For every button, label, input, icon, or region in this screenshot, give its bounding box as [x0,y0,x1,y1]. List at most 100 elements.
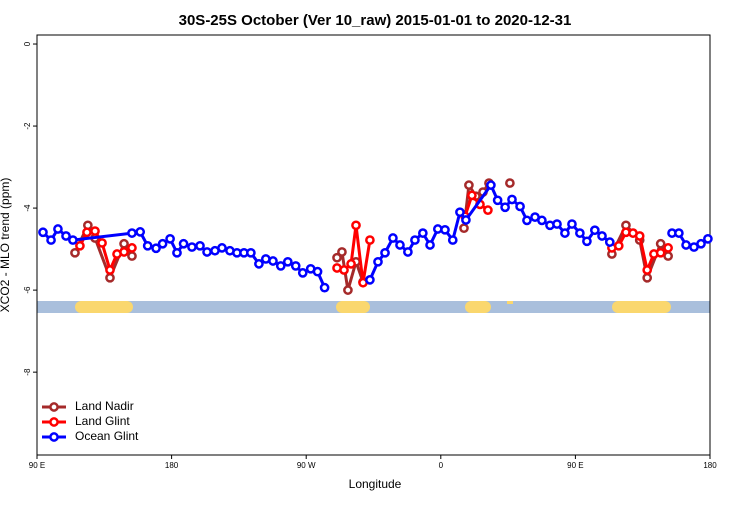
point [297,268,308,278]
point [254,259,264,269]
point [634,231,645,241]
point [461,215,471,225]
point [127,228,137,238]
point [492,195,503,206]
point [505,178,515,188]
point [142,240,153,251]
point [537,215,547,226]
point [90,226,100,236]
point [418,228,428,238]
point [373,256,383,267]
point [332,252,342,263]
point [507,194,517,205]
x-tick-label: 180 [703,461,717,470]
point [365,275,375,285]
point [655,238,666,249]
point [467,190,477,201]
point [604,237,615,247]
point [119,247,129,257]
point [582,236,592,247]
point [440,224,450,235]
point [365,235,375,245]
point [38,227,48,238]
point [410,235,420,245]
point [337,247,347,257]
point [642,265,653,275]
y-tick-label: -4 [23,204,32,212]
point [486,180,496,190]
point [425,240,435,250]
point [663,243,673,253]
point [597,231,607,241]
point [696,238,706,249]
point [681,240,691,250]
point [97,238,107,248]
point [246,247,256,258]
point [575,228,585,238]
point [464,180,474,190]
legend-label: Ocean Glint [75,429,139,443]
point [70,247,80,258]
land-strip [75,301,133,313]
point [388,233,398,243]
point [75,240,85,251]
point [195,240,205,251]
point [403,247,413,257]
point [61,231,71,241]
ocean-strip [37,301,710,313]
series-line [41,182,709,289]
point [483,205,493,215]
point [560,228,570,238]
point [447,235,458,245]
point [522,215,532,226]
y-axis-label: XCO2 - MLO trend (ppm) [0,178,12,313]
point [275,261,286,271]
x-axis-label: Longitude [349,477,402,491]
series-line [78,192,669,283]
point [82,227,92,238]
point [663,251,673,261]
point [642,272,653,283]
point [157,238,168,249]
point [268,256,278,266]
point [127,243,137,253]
point [589,225,600,236]
x-tick-label: 90 W [297,461,316,470]
point [655,247,666,258]
legend-label: Land Nadir [75,399,134,413]
point [172,247,182,258]
x-tick-label: 90 E [29,461,45,470]
point [674,228,684,238]
point [178,238,189,249]
point [53,224,63,234]
point [515,201,525,212]
point [312,266,323,277]
point [380,247,390,258]
legend-marker [49,432,59,442]
point [290,261,301,271]
x-tick-label: 180 [165,461,179,470]
plot-frame [36,34,711,456]
point [202,247,212,257]
land-strip [507,301,513,304]
point [455,207,465,218]
point [339,265,349,275]
x-tick-label: 90 E [567,461,583,470]
point [105,265,115,275]
point [500,202,510,213]
point [46,235,56,245]
point [105,272,115,283]
land-strip [465,301,491,313]
point [217,243,227,253]
point [351,220,361,231]
point [187,242,197,252]
point [151,243,161,254]
legend-marker [49,402,59,412]
point [135,227,146,237]
point [613,240,624,251]
land-strip [336,301,370,313]
point [552,219,562,229]
point [703,233,713,244]
land-strip [612,301,671,313]
y-tick-label: -2 [23,122,32,130]
